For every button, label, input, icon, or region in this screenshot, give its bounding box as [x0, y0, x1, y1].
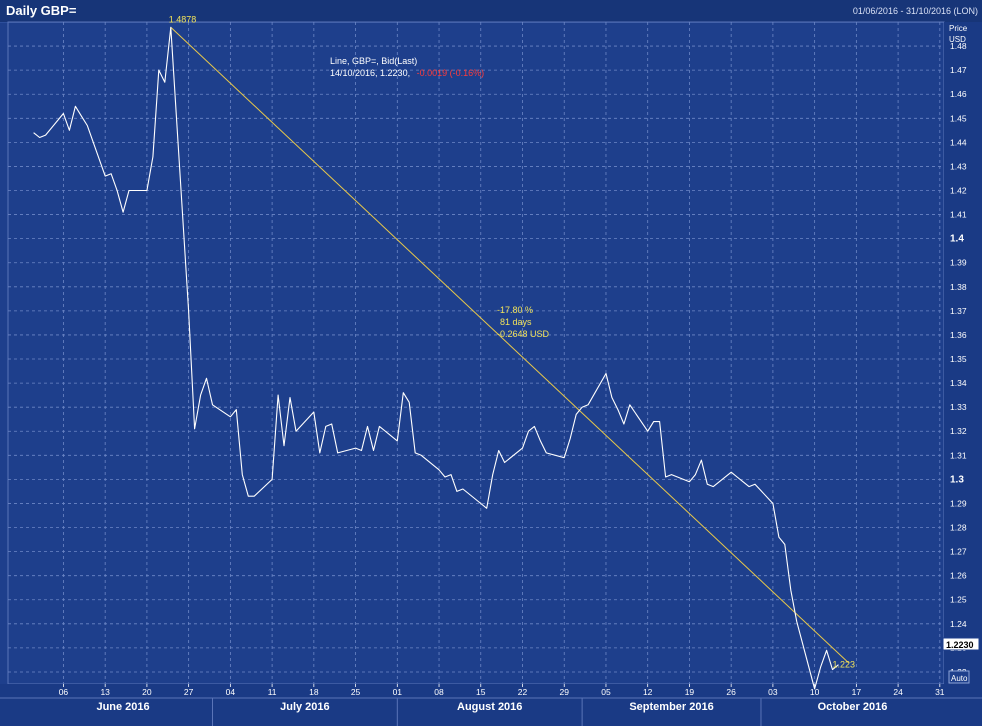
month-label: July 2016	[280, 701, 330, 713]
x-tick-label: 29	[560, 687, 570, 697]
trend-days-label: 81 days	[500, 317, 532, 327]
y-tick-label: 1.24	[950, 619, 967, 629]
x-tick-label: 19	[685, 687, 695, 697]
y-tick-label: 1.44	[950, 137, 967, 147]
x-tick-label: 17	[852, 687, 862, 697]
x-tick-label: 13	[100, 687, 110, 697]
x-tick-label: 10	[810, 687, 820, 697]
y-tick-label: 1.26	[950, 571, 967, 581]
annotation-layer: Line, GBP=, Bid(Last) 14/10/2016, 1.2230…	[169, 14, 980, 684]
high-price-label: 1.4878	[169, 14, 197, 24]
month-label: August 2016	[457, 701, 522, 713]
y-tick-label: 1.46	[950, 89, 967, 99]
x-tick-label: 24	[893, 687, 903, 697]
x-tick-label: 31	[935, 687, 945, 697]
x-tick-label: 15	[476, 687, 486, 697]
x-tick-label: 22	[518, 687, 528, 697]
y-tick-label: 1.41	[950, 210, 967, 220]
grid-layer	[0, 21, 982, 726]
legend-value: 14/10/2016, 1.2230,	[330, 68, 410, 78]
price-line	[33, 26, 839, 690]
x-tick-label: 12	[643, 687, 653, 697]
chart-title: Daily GBP=	[6, 3, 77, 18]
x-tick-label: 26	[726, 687, 736, 697]
x-tick-label: 03	[768, 687, 778, 697]
y-axis-panel	[944, 22, 982, 684]
legend-line-2: 14/10/2016, 1.2230, -0.0019 (-0.16%)	[330, 68, 484, 78]
month-label: September 2016	[629, 701, 713, 713]
x-axis-panel	[0, 684, 982, 726]
low-price-label: 1.223	[832, 660, 855, 670]
x-tick-label: 18	[309, 687, 319, 697]
x-tick-label: 25	[351, 687, 361, 697]
y-tick-label: 1.27	[950, 547, 967, 557]
month-label: June 2016	[96, 701, 149, 713]
last-price-badge: 1.2230	[942, 637, 980, 651]
date-range-label[interactable]: 01/06/2016 - 31/10/2016 (LON)	[852, 6, 978, 16]
y-tick-label: 1.34	[950, 378, 967, 388]
trend-percent-label: -17.80 %	[497, 305, 533, 315]
y-tick-label: 1.32	[950, 426, 967, 436]
y-tick-label: 1.35	[950, 354, 967, 364]
y-tick-label: 1.25	[950, 595, 967, 605]
y-tick-label: 1.4	[950, 234, 964, 245]
trendline	[170, 26, 849, 664]
y-tick-label: 1.45	[950, 113, 967, 123]
last-price-value: 1.2230	[946, 640, 974, 650]
y-tick-label: 1.37	[950, 306, 967, 316]
x-tick-label: 06	[59, 687, 69, 697]
x-tick-label: 27	[184, 687, 194, 697]
y-axis-label-usd: USD	[949, 35, 966, 44]
x-tick-label: 04	[226, 687, 236, 697]
x-tick-label: 08	[434, 687, 444, 697]
auto-scale-button[interactable]: Auto	[948, 670, 970, 684]
plot-frame	[7, 21, 945, 685]
axis-layer: 1.48 1.47 1.46 1.45 1.44 1.43 1.42 1.41 1.4 1.39 1…	[59, 41, 967, 726]
y-tick-label: 1.31	[950, 450, 967, 460]
y-tick-label: 1.47	[950, 65, 967, 75]
x-tick-label: 11	[268, 687, 277, 697]
auto-scale-label: Auto	[951, 674, 968, 683]
y-tick-label: 1.39	[950, 258, 967, 268]
trend-usd-label: -0.2648 USD	[497, 329, 550, 339]
y-tick-label: 1.36	[950, 330, 967, 340]
legend-line-1: Line, GBP=, Bid(Last)	[330, 56, 417, 66]
y-tick-label: 1.33	[950, 402, 967, 412]
y-tick-label: 1.38	[950, 282, 967, 292]
y-tick-label: 1.3	[950, 474, 964, 485]
x-tick-label: 01	[393, 687, 403, 697]
series-layer	[33, 26, 849, 690]
y-tick-label: 1.43	[950, 161, 967, 171]
x-tick-label: 05	[601, 687, 611, 697]
month-label: October 2016	[818, 701, 888, 713]
y-axis-label-price: Price	[949, 24, 968, 33]
y-tick-label: 1.42	[950, 186, 967, 196]
x-tick-label: 20	[142, 687, 152, 697]
y-tick-label: 1.29	[950, 498, 967, 508]
y-tick-label: 1.48	[950, 41, 967, 51]
legend-change: -0.0019 (-0.16%)	[417, 68, 485, 78]
y-tick-label: 1.28	[950, 523, 967, 533]
